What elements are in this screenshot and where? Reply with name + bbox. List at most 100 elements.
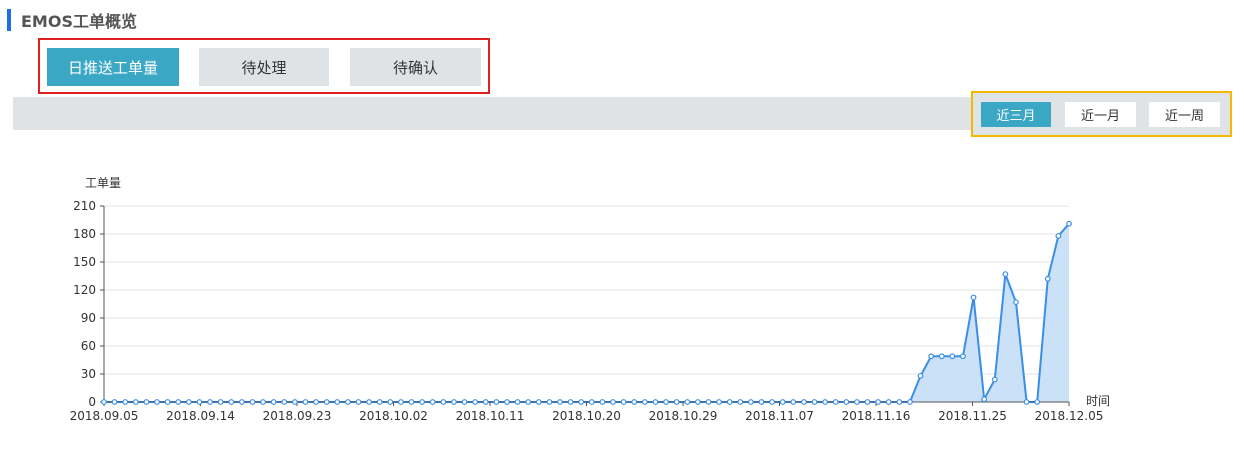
data-point — [557, 399, 563, 405]
data-point — [588, 399, 595, 405]
page-header: EMOS工单概览 — [7, 9, 137, 31]
x-tick-label: 2018.10.02 — [359, 409, 428, 423]
data-point — [1066, 220, 1072, 227]
data-point — [345, 399, 351, 405]
data-point — [281, 399, 288, 405]
x-tick-label: 2018.11.16 — [842, 409, 911, 423]
y-tick-label: 150 — [73, 255, 96, 269]
series-area — [104, 223, 1069, 402]
data-point — [970, 294, 977, 301]
tab-to-confirm[interactable]: 待确认 — [350, 48, 481, 86]
data-point — [472, 399, 479, 405]
data-point — [185, 399, 192, 405]
data-point — [769, 399, 775, 405]
data-point — [716, 399, 722, 405]
y-tick-label: 90 — [81, 311, 96, 325]
data-point — [546, 399, 553, 405]
data-point — [832, 399, 839, 405]
range-one-week-button[interactable]: 近一周 — [1149, 102, 1220, 127]
title-accent-bar — [7, 9, 11, 31]
data-point — [143, 399, 150, 405]
x-tick-label: 2018.10.29 — [649, 409, 718, 423]
data-point — [101, 399, 107, 405]
page-title: EMOS工单概览 — [21, 12, 137, 31]
orders-area-chart: 0 30 60 90 120 150 180 210 2018.09.05 2018.09.14 2… — [70, 176, 1110, 423]
data-point — [217, 399, 224, 405]
data-point — [811, 399, 818, 405]
data-point — [175, 399, 182, 405]
data-point — [355, 399, 362, 405]
data-point — [779, 399, 786, 405]
data-point — [132, 399, 139, 405]
data-point — [1034, 399, 1041, 405]
data-point — [1044, 275, 1051, 282]
data-point — [366, 399, 373, 405]
data-point — [960, 353, 966, 360]
data-point — [334, 399, 341, 405]
data-point — [1023, 399, 1030, 405]
data-point — [1002, 271, 1009, 278]
time-range-group: 近三月 近一月 近一周 — [971, 91, 1232, 137]
data-point — [578, 399, 585, 405]
y-tick-label: 210 — [73, 199, 96, 213]
chart-gridlines — [104, 205, 1069, 375]
data-point — [885, 399, 892, 405]
data-point — [302, 399, 309, 405]
data-point — [493, 399, 500, 405]
data-point — [440, 399, 447, 405]
range-three-months-button[interactable]: 近三月 — [981, 102, 1051, 127]
x-tick-label: 2018.09.14 — [166, 409, 235, 423]
data-point — [917, 372, 924, 379]
data-point — [726, 399, 733, 405]
data-point — [461, 399, 468, 405]
x-tick-label: 2018.11.07 — [745, 409, 814, 423]
y-tick-label: 120 — [73, 283, 96, 297]
data-point — [387, 399, 394, 405]
data-point — [822, 399, 828, 405]
data-point — [504, 399, 510, 405]
tab-daily-pushed-orders[interactable]: 日推送工单量 — [47, 48, 179, 86]
x-tick-label: 2018.12.05 — [1035, 409, 1104, 423]
data-point — [111, 399, 118, 405]
metric-tab-group: 日推送工单量 待处理 待确认 — [38, 38, 490, 94]
data-point — [535, 399, 542, 405]
data-point — [514, 399, 521, 405]
data-point — [291, 399, 298, 405]
range-one-month-button[interactable]: 近一月 — [1065, 102, 1136, 127]
x-tick-label: 2018.09.23 — [263, 409, 332, 423]
data-point — [673, 399, 680, 405]
data-point — [398, 399, 404, 405]
data-point — [610, 399, 616, 405]
tab-pending[interactable]: 待处理 — [199, 48, 329, 86]
data-point — [663, 399, 669, 405]
data-point — [207, 399, 213, 405]
data-point — [1013, 299, 1019, 306]
x-tick-label: 2018.10.20 — [552, 409, 621, 423]
x-tick-label: 2018.09.05 — [70, 409, 139, 423]
data-point — [323, 399, 330, 405]
data-point — [991, 376, 998, 383]
x-tick-label: 2018.11.25 — [938, 409, 1007, 423]
data-point — [907, 399, 913, 405]
data-point — [864, 399, 871, 405]
x-axis-label: 时间 — [1086, 394, 1110, 408]
data-point — [525, 399, 532, 405]
data-point — [196, 399, 203, 405]
y-tick-label: 180 — [73, 227, 96, 241]
data-point — [938, 353, 945, 360]
y-tick-label: 0 — [88, 395, 96, 409]
data-point — [800, 399, 807, 405]
data-point — [949, 353, 956, 360]
data-point — [313, 399, 319, 405]
data-point — [376, 399, 383, 405]
data-point — [652, 399, 659, 405]
data-point — [270, 399, 277, 405]
data-point — [154, 399, 160, 405]
y-tick-label: 60 — [81, 339, 96, 353]
data-point — [896, 399, 903, 405]
data-point — [694, 399, 701, 405]
data-point — [1055, 232, 1062, 239]
data-point — [482, 399, 489, 405]
chart-points — [101, 220, 1072, 405]
data-point — [705, 399, 712, 405]
